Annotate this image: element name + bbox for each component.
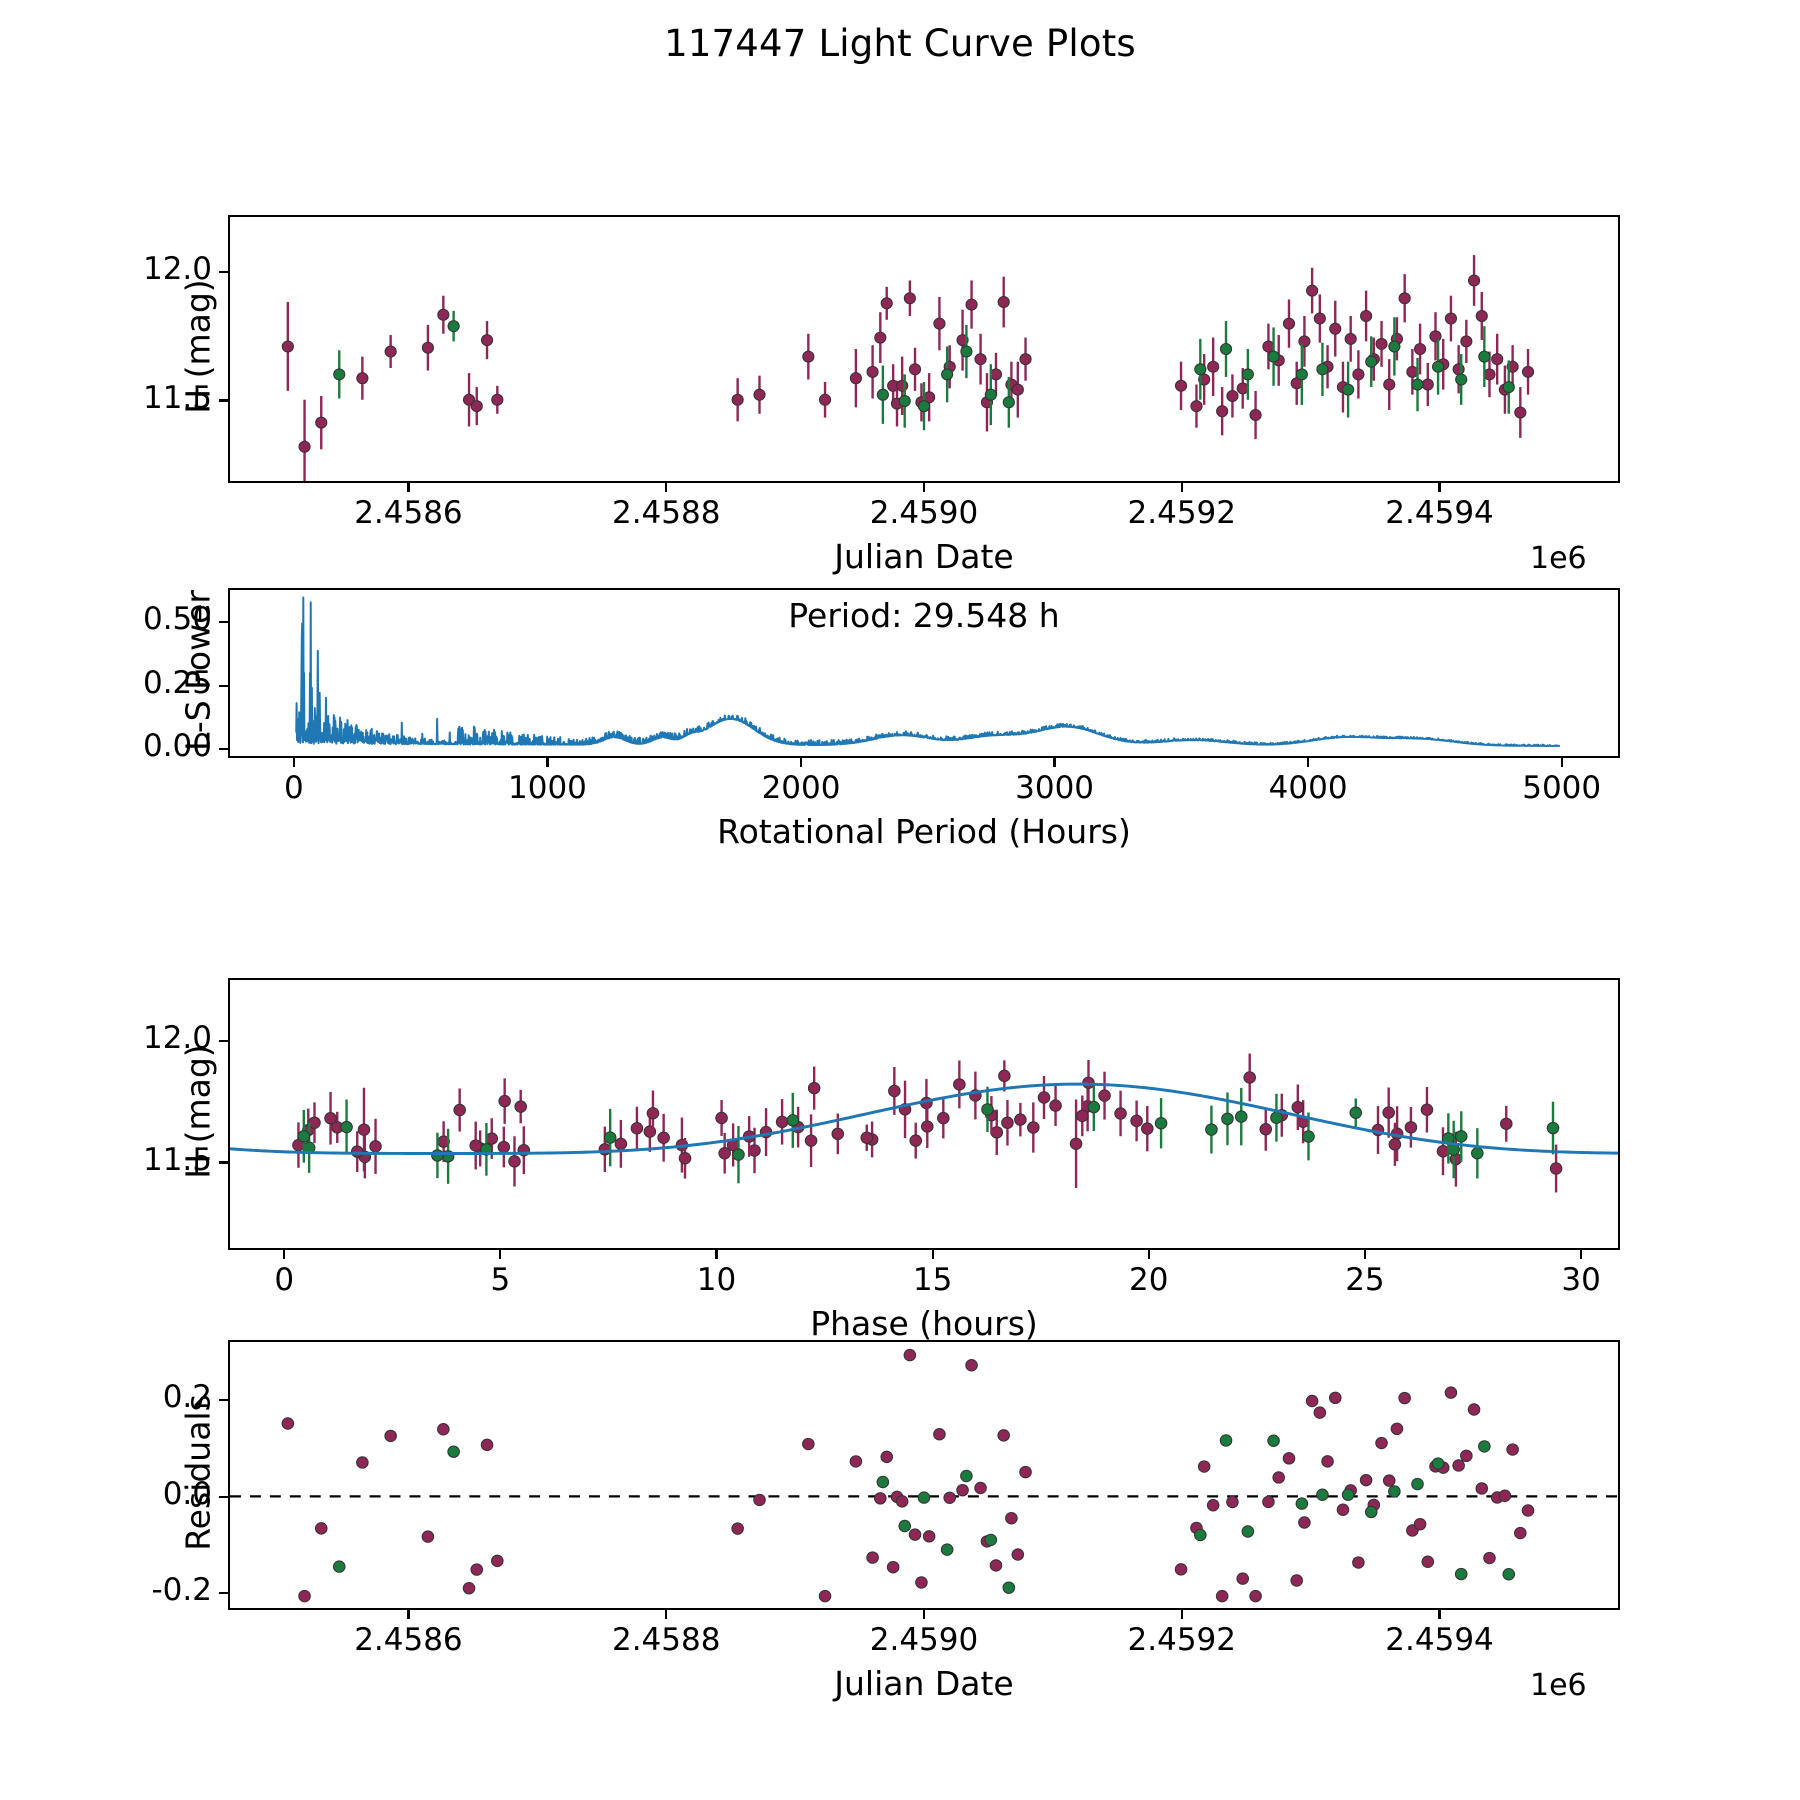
x-tick-mark [1307,758,1310,767]
y-tick-mark [219,1592,228,1595]
y-tick-mark [219,399,228,402]
x-tick-mark [1560,758,1563,767]
residuals-x-offset-text: 1e6 [1530,1668,1587,1703]
y-tick-label: 11.5 [142,379,212,416]
y-tick-label: 0.50 [142,601,212,638]
figure-title: 117447 Light Curve Plots [664,22,1136,65]
x-tick-label: 1000 [508,770,587,806]
x-tick-label: 2.4594 [1385,1622,1494,1658]
light-curve-plot-area [228,215,1620,483]
phase-folded-y-axis-label: H (mag) [178,1044,218,1179]
x-tick-label: 10 [696,1262,737,1298]
residuals-x-axis-label: Julian Date [834,1664,1014,1703]
y-tick-mark [219,1495,228,1498]
x-tick-mark [931,1250,934,1259]
x-tick-label: 30 [1561,1262,1601,1298]
x-tick-mark [407,1610,410,1619]
x-tick-label: 2000 [761,770,841,806]
x-tick-label: 2.4586 [354,495,463,531]
x-tick-label: 2.4590 [869,495,979,531]
x-tick-mark [715,1250,718,1259]
y-tick-label: 0.25 [142,664,212,701]
periodogram-plot-area [228,588,1620,758]
x-tick-label: 2.4594 [1385,495,1494,531]
y-tick-label: 0.0 [162,1475,212,1512]
x-tick-mark [1438,483,1441,492]
y-tick-mark [219,748,228,751]
residuals-y-axis-label: Residuals [178,1394,218,1551]
residuals-svg [230,1348,1618,1603]
periodogram-x-axis-label: Rotational Period (Hours) [717,812,1131,851]
x-tick-mark [1363,1250,1367,1259]
x-tick-mark [292,758,295,767]
x-tick-label: 20 [1129,1262,1169,1298]
x-tick-label: 4000 [1268,770,1348,806]
y-tick-mark [219,1399,228,1402]
x-tick-label: 25 [1345,1262,1385,1298]
x-tick-mark [922,1610,926,1619]
x-tick-label: 15 [912,1262,953,1298]
y-tick-label: 0.2 [162,1379,212,1416]
light-curve-panel [228,215,1620,483]
phase-folded-svg [230,1053,1618,1193]
y-tick-label: 11.5 [142,1141,212,1178]
period-annotation: Period: 29.548 h [788,596,1060,635]
light-curve-x-axis-label: Julian Date [834,537,1014,576]
x-tick-mark [1180,483,1183,492]
light-curve-x-offset-text: 1e6 [1530,541,1587,576]
y-tick-label: 0.00 [142,728,212,765]
x-tick-label: 0 [284,770,304,806]
x-tick-label: 3000 [1015,770,1095,806]
phase-folded-panel [228,978,1620,1250]
y-tick-label: 12.0 [142,250,212,287]
x-tick-label: 5 [490,1262,511,1298]
y-tick-mark [219,270,228,273]
x-tick-mark [922,483,926,492]
x-tick-mark [1180,1610,1183,1619]
x-tick-label: 2.4588 [611,495,721,531]
phase-folded-plot-area [228,978,1620,1250]
x-tick-mark [1579,1250,1583,1259]
phase-folded-x-axis-label: Phase (hours) [810,1304,1038,1343]
x-tick-label: 2.4586 [354,1622,463,1658]
periodogram-svg [295,596,1561,747]
x-tick-label: 2.4592 [1127,1622,1236,1658]
light-curve-svg [281,255,1535,481]
x-tick-mark [1053,758,1056,767]
x-tick-label: 2.4590 [869,1622,979,1658]
periodogram-panel [228,588,1620,758]
x-tick-mark [546,758,549,767]
x-tick-mark [1147,1250,1150,1259]
residuals-panel [228,1340,1620,1610]
y-tick-mark [219,621,228,624]
x-tick-mark [1438,1610,1441,1619]
x-tick-label: 2.4592 [1127,495,1236,531]
x-tick-mark [799,758,803,767]
y-tick-label: -0.2 [151,1572,213,1609]
x-tick-mark [665,483,668,492]
x-tick-label: 5000 [1522,770,1602,806]
x-tick-label: 0 [274,1262,295,1298]
x-tick-mark [407,483,410,492]
residuals-plot-area [228,1340,1620,1610]
x-tick-mark [665,1610,668,1619]
x-tick-mark [283,1250,286,1259]
y-tick-label: 12.0 [142,1020,212,1057]
x-tick-label: 2.4588 [611,1622,721,1658]
y-tick-mark [219,1040,228,1043]
x-tick-mark [499,1250,502,1259]
y-tick-mark [219,684,228,687]
y-tick-mark [219,1161,228,1164]
